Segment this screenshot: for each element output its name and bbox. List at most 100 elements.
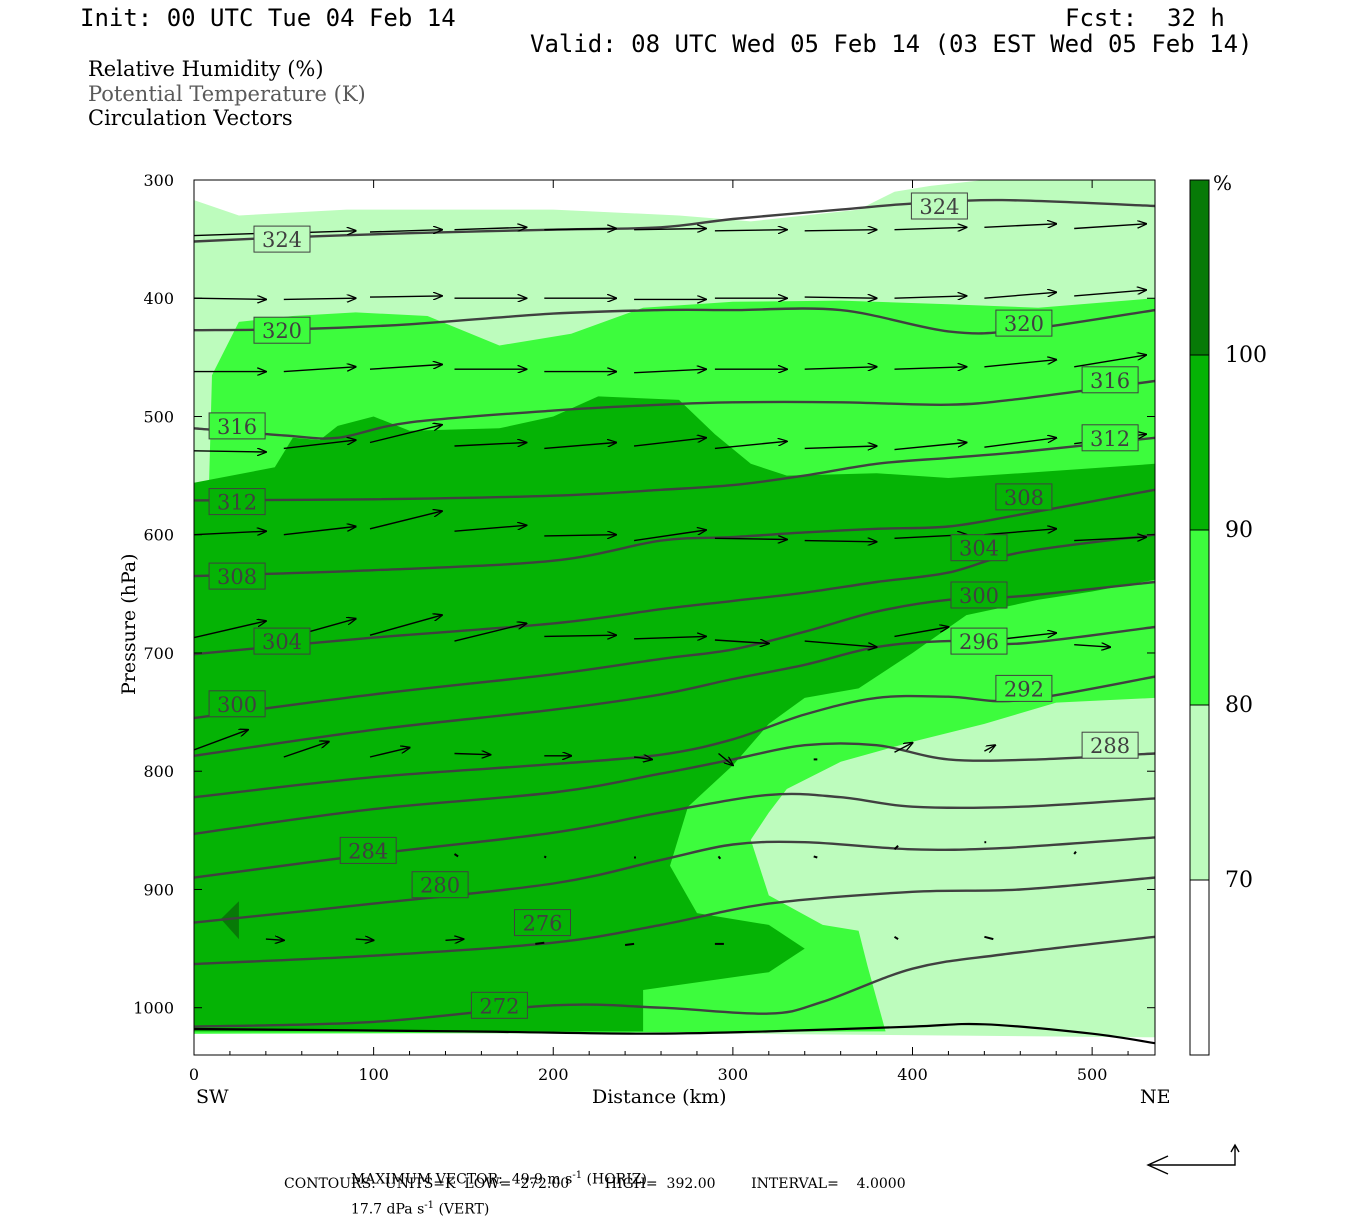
circulation-vector xyxy=(194,451,266,452)
contour-label-text: 320 xyxy=(262,319,302,343)
contour-label-304: 304 xyxy=(950,534,1008,562)
circulation-vector xyxy=(634,229,706,230)
circulation-vector xyxy=(369,296,442,297)
circulation-vector xyxy=(984,438,1056,448)
circulation-vector xyxy=(813,855,818,859)
contour-label-box xyxy=(470,991,528,1019)
circulation-vector xyxy=(355,939,374,940)
contour-label-324: 324 xyxy=(910,192,968,220)
contour-label-box xyxy=(995,674,1053,702)
circulation-vector xyxy=(984,935,994,941)
circulation-vector xyxy=(454,443,527,447)
circulation-vector xyxy=(984,745,995,751)
contour-label-box xyxy=(1081,366,1139,394)
reference-vector-icon xyxy=(1146,1143,1240,1175)
circulation-vector xyxy=(894,367,967,369)
circulation-vector xyxy=(283,440,356,450)
contour-label-text: 304 xyxy=(959,537,999,561)
y-tick-label: 700 xyxy=(143,644,174,663)
contour-label-box xyxy=(950,581,1008,609)
contour-label-312: 312 xyxy=(1081,424,1139,452)
circulation-vector xyxy=(369,230,442,232)
circulation-vector xyxy=(634,636,706,638)
theta-contour-280 xyxy=(194,836,1155,924)
contour-label-272: 272 xyxy=(470,991,528,1019)
colorbar-segment xyxy=(1190,355,1209,530)
x-axis-left-end-label: SW xyxy=(196,1086,229,1108)
circulation-vector xyxy=(714,538,787,539)
theta-contour-292 xyxy=(194,675,1155,799)
theta-contour-312 xyxy=(194,436,1155,502)
y-tick-label: 1000 xyxy=(133,999,174,1018)
axes: 0 100 200 300 400 500 300 400 500 600 700 800 900 100… xyxy=(133,171,1155,1084)
circulation-vector xyxy=(1074,224,1146,230)
max-vector-horiz-exp: -1 xyxy=(572,1170,583,1181)
colorbar-segment xyxy=(1190,880,1209,1055)
circulation-vector xyxy=(984,224,1056,228)
circulation-vector xyxy=(984,360,1056,368)
colorbar-unit: % xyxy=(1213,171,1232,195)
theta-contour-304 xyxy=(194,533,1155,656)
contour-label-text: 312 xyxy=(217,491,257,515)
contour-label-box xyxy=(208,488,266,516)
field-potential-temperature: Potential Temperature (K) xyxy=(88,82,366,106)
circulation-vector xyxy=(804,297,877,298)
forecast-hour: 32 h xyxy=(1167,4,1225,32)
colorbar-label: 80 xyxy=(1225,693,1253,718)
contour-label-box xyxy=(995,483,1053,511)
max-vector-horiz: MAXIMUM VECTOR: 49.9 m s xyxy=(350,1171,573,1188)
contour-label-text: 280 xyxy=(420,874,460,898)
circulation-vector xyxy=(714,640,769,644)
circulation-vector xyxy=(804,367,877,369)
y-tick-label: 500 xyxy=(143,407,174,426)
contour-label-316: 316 xyxy=(208,412,266,440)
max-vector-horiz-unit: (HORIZ) xyxy=(582,1171,647,1188)
contour-label-292: 292 xyxy=(995,674,1053,702)
circulation-vector xyxy=(454,754,491,755)
ground-line xyxy=(194,1022,1155,1045)
field-circulation-vectors: Circulation Vectors xyxy=(88,106,293,130)
circulation-vector xyxy=(265,939,284,940)
contour-labels: 324 324 320 320 316 316 312 312 308 308 304 304 300 3… xyxy=(208,192,1139,1019)
circulation-vector xyxy=(1074,290,1146,297)
forecast-label: Fcst: xyxy=(1065,4,1138,32)
theta-contour-276 xyxy=(194,876,1155,966)
contour-label-box xyxy=(1081,731,1139,759)
contour-label-text: 284 xyxy=(348,839,388,863)
circulation-vector xyxy=(369,511,442,530)
contour-label-text: 300 xyxy=(959,584,999,608)
x-axis-right-end-label: NE xyxy=(1140,1086,1171,1108)
circulation-vectors xyxy=(194,224,1146,946)
circulation-vector xyxy=(893,935,899,940)
colorbar-segment xyxy=(1190,705,1209,880)
contour-label-box xyxy=(950,534,1008,562)
contour-label-text: 308 xyxy=(217,565,257,589)
y-tick-label: 900 xyxy=(143,880,174,899)
x-tick-label: 300 xyxy=(718,1065,749,1084)
contour-label-text: 300 xyxy=(217,693,257,717)
colorbar-label: 100 xyxy=(1225,343,1267,368)
contour-label-box xyxy=(514,909,571,937)
theta-contour-308 xyxy=(194,488,1155,578)
contour-label-box xyxy=(995,309,1053,337)
circulation-vector xyxy=(535,941,545,945)
contour-label-316: 316 xyxy=(1081,366,1139,394)
circulation-vector xyxy=(543,855,547,859)
circulation-vector xyxy=(894,227,967,229)
contour-label-308: 308 xyxy=(995,483,1053,511)
circulation-vector xyxy=(1074,355,1146,368)
circulation-vector xyxy=(283,367,356,373)
max-vector-vert-unit: (VERT) xyxy=(434,1201,490,1217)
circulation-vector xyxy=(804,640,877,647)
circulation-vector xyxy=(718,752,733,766)
contour-label-box xyxy=(253,627,311,655)
contour-label-312: 312 xyxy=(208,488,266,516)
circulation-vector xyxy=(544,635,616,636)
contour-label-text: 296 xyxy=(959,630,999,654)
circulation-vector xyxy=(634,369,706,373)
circulation-vector xyxy=(634,757,652,759)
circulation-vector xyxy=(804,541,877,542)
circulation-vector xyxy=(624,942,635,946)
circulation-vector xyxy=(634,438,706,447)
